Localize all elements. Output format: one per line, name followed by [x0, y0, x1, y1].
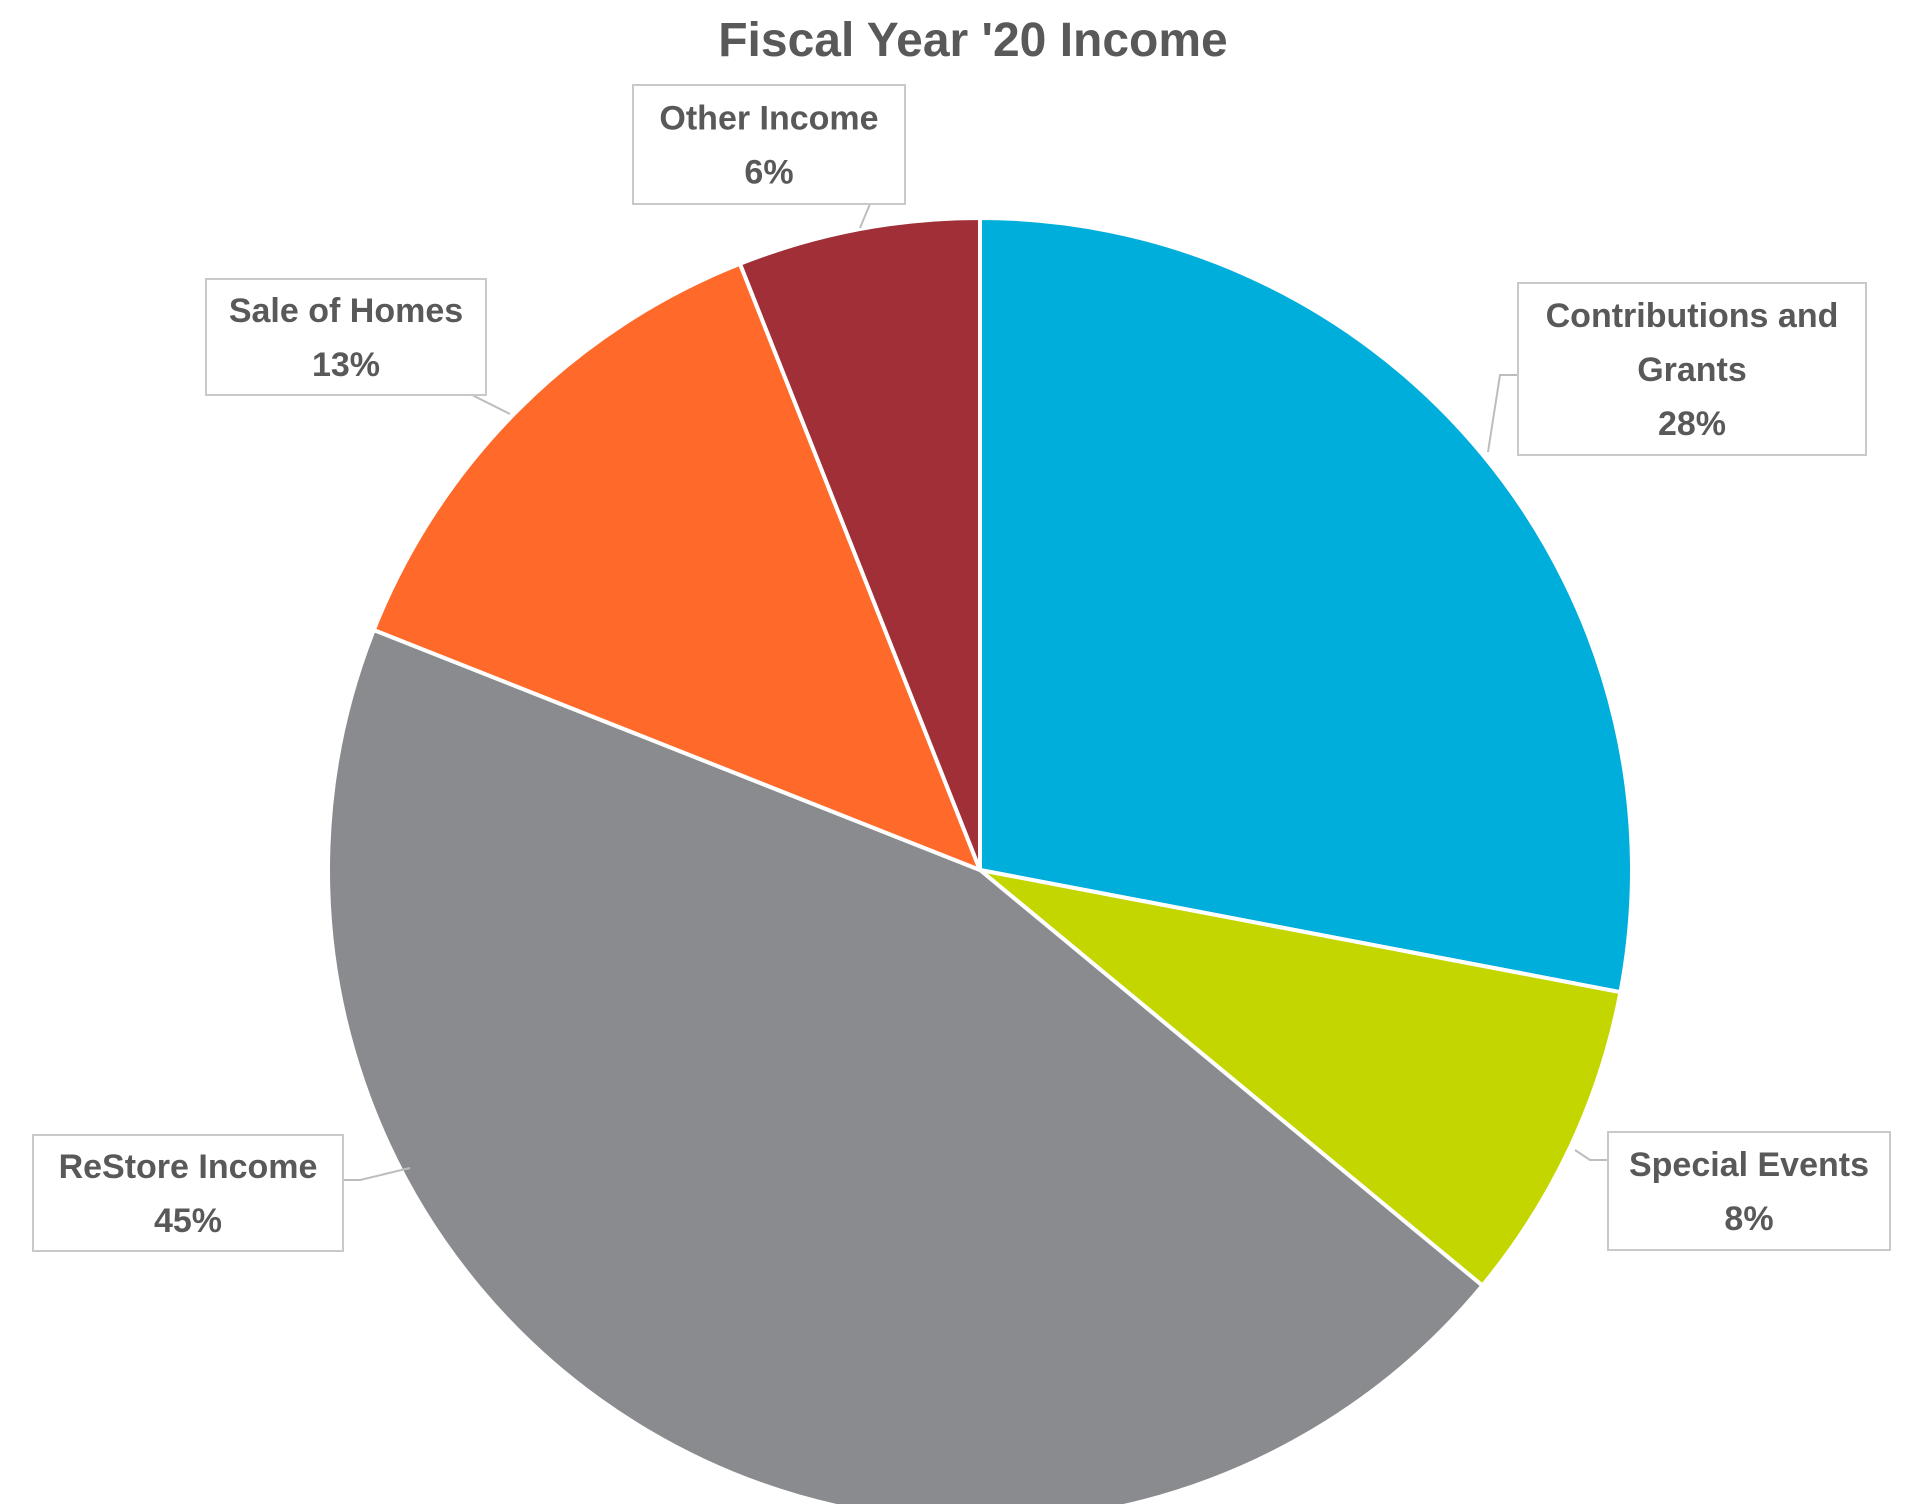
- data-label-value: 6%: [744, 154, 793, 192]
- leader-line: [343, 1167, 411, 1181]
- pie-slice-restore-income: [326, 627, 1486, 1504]
- data-label-box: [1517, 282, 1867, 456]
- data-label-category: Grants: [1637, 351, 1747, 389]
- data-label-category: Sale of Homes: [229, 292, 463, 330]
- data-label-sale-of-homes: Sale of Homes 13%: [205, 278, 511, 415]
- data-labels: Contributions and Grants 28% Special Events…: [32, 84, 1891, 1252]
- leader-line: [440, 394, 511, 415]
- data-label-value: 45%: [154, 1202, 222, 1240]
- pie-slices: [326, 215, 1634, 1504]
- pie-slice-other-income: [737, 215, 982, 871]
- data-label-category: Other Income: [659, 100, 878, 138]
- data-label-restore-income: ReStore Income 45%: [32, 1134, 411, 1252]
- pie-slice-sale-of-homes: [371, 261, 984, 874]
- data-label-box: [32, 1134, 344, 1252]
- data-label-category: ReStore Income: [59, 1148, 318, 1186]
- data-label-other-income: Other Income 6%: [632, 84, 906, 229]
- data-label-box: [1607, 1131, 1891, 1251]
- data-label-special-events: Special Events 8%: [1574, 1131, 1891, 1251]
- data-label-contributions-and-grants: Contributions and Grants 28%: [1487, 282, 1867, 456]
- chart-title: Fiscal Year '20 Income: [718, 14, 1228, 67]
- data-label-box: [632, 84, 906, 205]
- data-label-category: Special Events: [1629, 1146, 1869, 1184]
- pie-slice-special-events: [978, 868, 1623, 1289]
- data-label-value: 28%: [1658, 405, 1726, 443]
- data-label-value: 8%: [1724, 1200, 1773, 1238]
- leader-line: [1487, 374, 1518, 453]
- data-label-box: [205, 278, 487, 396]
- leader-line: [1574, 1149, 1608, 1161]
- data-label-value: 13%: [312, 346, 380, 384]
- pie-slice-contributions-and-grants: [978, 215, 1634, 995]
- data-label-category: Contributions and: [1546, 297, 1839, 335]
